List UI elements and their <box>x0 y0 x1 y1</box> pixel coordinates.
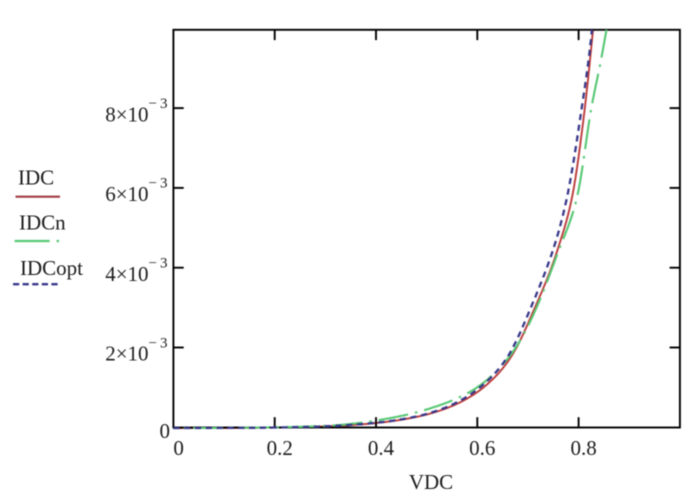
svg-text:0: 0 <box>173 436 184 460</box>
svg-text:IDCopt: IDCopt <box>20 256 83 280</box>
svg-text:0.8: 0.8 <box>570 436 596 460</box>
svg-text:0.4: 0.4 <box>368 436 395 460</box>
svg-text:0: 0 <box>160 419 171 443</box>
svg-text:VDC: VDC <box>409 470 453 494</box>
svg-text:IDCn: IDCn <box>19 211 66 235</box>
svg-text:0.6: 0.6 <box>469 436 495 460</box>
svg-text:IDC: IDC <box>18 166 54 190</box>
svg-text:0.2: 0.2 <box>267 436 293 460</box>
